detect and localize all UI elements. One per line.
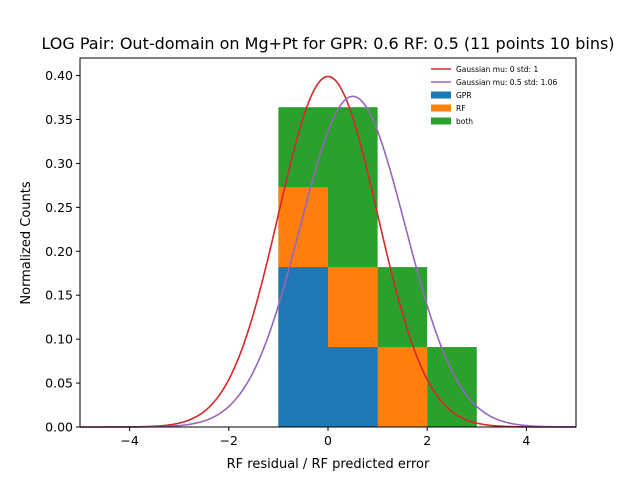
y-tick-label: 0.20 [45, 244, 73, 259]
legend-swatch [431, 91, 451, 99]
legend-label: Gaussian mu: 0.5 std: 1.06 [456, 78, 558, 87]
y-axis-label: Normalized Counts [19, 181, 34, 304]
histogram-bars [278, 107, 477, 427]
x-tick-label: −2 [220, 433, 238, 448]
bar-gpr-0 [278, 267, 328, 427]
y-tick-label: 0.25 [45, 200, 73, 215]
x-tick-label: 4 [522, 433, 530, 448]
x-axis-label: RF residual / RF predicted error [227, 457, 430, 472]
legend-label: both [456, 117, 473, 126]
x-tick-label: −4 [120, 433, 138, 448]
y-tick-label: 0.40 [45, 68, 73, 83]
legend: Gaussian mu: 0 std: 1 Gaussian mu: 0.5 st… [431, 65, 558, 126]
y-tick-label: 0.00 [45, 420, 73, 435]
y-tick-label: 0.35 [45, 112, 73, 127]
legend-swatch [431, 117, 451, 125]
y-tick-label: 0.05 [45, 376, 73, 391]
legend-label: RF [456, 104, 466, 113]
chart-title: LOG Pair: Out-domain on Mg+Pt for GPR: 0… [41, 34, 614, 53]
y-tick-label: 0.30 [45, 156, 73, 171]
legend-label: Gaussian mu: 0 std: 1 [456, 65, 538, 74]
legend-label: GPR [456, 91, 472, 100]
x-tick-label: 2 [423, 433, 431, 448]
y-tick-label: 0.10 [45, 332, 73, 347]
legend-swatch [431, 104, 451, 112]
y-tick-label: 0.15 [45, 288, 73, 303]
gaussian-curve-0 [80, 75, 576, 428]
bar-both-3 [427, 347, 477, 427]
bar-gpr-1 [328, 347, 378, 427]
x-axis: −4 −2 0 2 4 [120, 427, 530, 448]
x-tick-label: 0 [324, 433, 332, 448]
y-axis: 0.00 0.05 0.10 0.15 0.20 0.25 0.30 0.35 0.40 [45, 68, 80, 435]
bar-rf-2 [377, 347, 428, 427]
